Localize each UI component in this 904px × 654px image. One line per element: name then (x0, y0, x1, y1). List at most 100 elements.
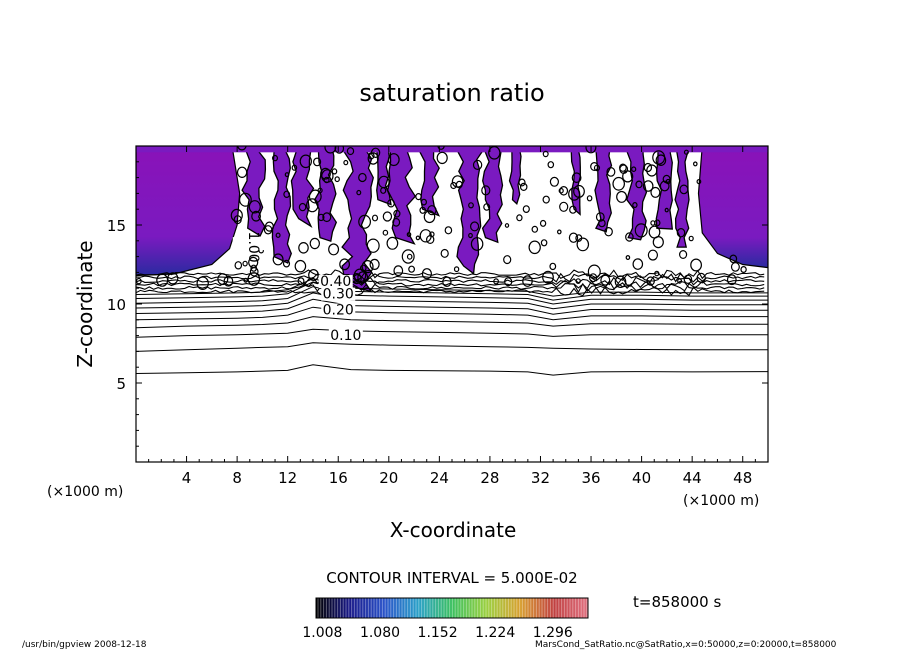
cloud-contour (370, 147, 381, 158)
chart-title: saturation ratio (359, 79, 544, 107)
colorbar-tick-label: 1.080 (360, 625, 400, 641)
cloud-contour (519, 182, 528, 191)
cloud-contour (450, 181, 457, 190)
cloud-contour (606, 166, 616, 177)
cloud-contour (282, 259, 291, 268)
cloud-contour (595, 212, 605, 222)
cloud-contour (539, 219, 547, 227)
cloud-contour (518, 178, 526, 187)
colorbar-tick-label: 1.296 (533, 625, 573, 641)
cloud-contour (386, 236, 399, 250)
colorbar-tick-label: 1.152 (418, 625, 458, 641)
cloud-contour (406, 253, 413, 260)
contour-line (136, 298, 768, 315)
y-axis-label: Z-coordinate (73, 240, 97, 367)
contour-line (136, 316, 768, 329)
cloud-contour (587, 264, 601, 279)
cloud-contour (616, 190, 628, 203)
cloud-contour (678, 250, 688, 260)
cloud-contour (586, 195, 593, 202)
colorbar-tick-labels: 1.008 1.080 1.152 1.224 1.296 (302, 625, 573, 641)
cloud-contour (339, 258, 351, 271)
cloud-contour (654, 270, 660, 277)
cloud-contour (427, 205, 437, 216)
cloud-contour (308, 189, 322, 204)
x-axis: 4 8 12 16 20 24 28 32 36 40 44 48 (148, 146, 756, 487)
cloud-contour (251, 210, 262, 222)
contour-label: 0.40 (320, 274, 351, 290)
cloud-contour (297, 277, 305, 285)
cloud-contour (317, 213, 325, 222)
cloud-contour (619, 164, 629, 174)
cloud-contour (322, 212, 332, 223)
cloud-contour (359, 264, 367, 272)
contour-label-bg (318, 275, 353, 289)
cloud-contour (493, 278, 500, 285)
cloud-contour (238, 192, 252, 207)
cloud-contour (366, 238, 380, 253)
colorbar-tick-label: 1.008 (302, 625, 342, 641)
cloud-contour (444, 226, 453, 235)
cloud-contour (415, 193, 422, 201)
cloud-contour (423, 210, 436, 224)
cloud-contour (426, 235, 435, 245)
y-tick-label: 5 (116, 375, 126, 393)
cloud-contour (313, 157, 322, 167)
cloud-contour (320, 167, 331, 180)
x-tick-label: 32 (531, 469, 550, 487)
x-tick-label: 28 (480, 469, 499, 487)
cloud-contour (726, 274, 737, 286)
cloud-contour (298, 242, 309, 254)
cloud-contour (248, 200, 261, 214)
cloud-contour (451, 175, 464, 188)
cloud-contour (646, 164, 658, 177)
cloud-contour (528, 240, 541, 255)
cloud-contour (655, 154, 667, 166)
cloud-contour (585, 146, 597, 154)
x-tick-label: 20 (379, 469, 398, 487)
cloud-contour (665, 178, 671, 185)
cloud-contour (556, 229, 562, 235)
cloud-contour (643, 162, 653, 173)
cloud-contour (604, 226, 613, 237)
cloud-contour (393, 209, 401, 218)
cloud-contour (540, 239, 548, 247)
colorbar-frame (315, 597, 589, 619)
cloud-contour (625, 255, 631, 261)
cloud-contour (243, 277, 249, 283)
cloud-contour (331, 168, 338, 175)
cloud-contour (382, 229, 389, 236)
x-tick-label: 48 (733, 469, 752, 487)
cloud-contour (664, 207, 669, 213)
cloud-contour (634, 223, 648, 238)
x-tick-label: 36 (581, 469, 600, 487)
contour-line (136, 364, 768, 376)
cloud-contour (559, 186, 569, 196)
cloud-contour (696, 179, 702, 185)
cloud-contour (236, 166, 248, 178)
cloud-contour (453, 266, 460, 273)
top-band (136, 146, 768, 153)
cloud-contour (156, 273, 169, 287)
y-tick-label: 15 (107, 217, 126, 235)
contour-line (136, 281, 768, 301)
cloud-contour (415, 235, 421, 241)
cloud-contour (650, 220, 656, 226)
contour-line-turbulent (136, 279, 765, 290)
cloud-contour (440, 248, 449, 258)
cloud-contour (522, 205, 530, 214)
cloud-contour (420, 198, 427, 206)
contour-labels: 0.10 0.200.300.40 1.00 (232, 232, 363, 344)
cloud-contour (632, 258, 644, 270)
contour-label: 1.00 (245, 232, 261, 263)
cloud-contour (470, 221, 480, 232)
cloud-contour (590, 162, 599, 172)
contour-label: 0.10 (330, 328, 361, 344)
cloud-contour (503, 255, 512, 265)
cloud-contour (387, 199, 395, 208)
cloud-contour (690, 258, 702, 272)
cloud-contour (729, 254, 738, 264)
x-axis-label: X-coordinate (390, 518, 517, 542)
cloud-contour (196, 276, 209, 290)
cloud-contour (284, 172, 290, 178)
